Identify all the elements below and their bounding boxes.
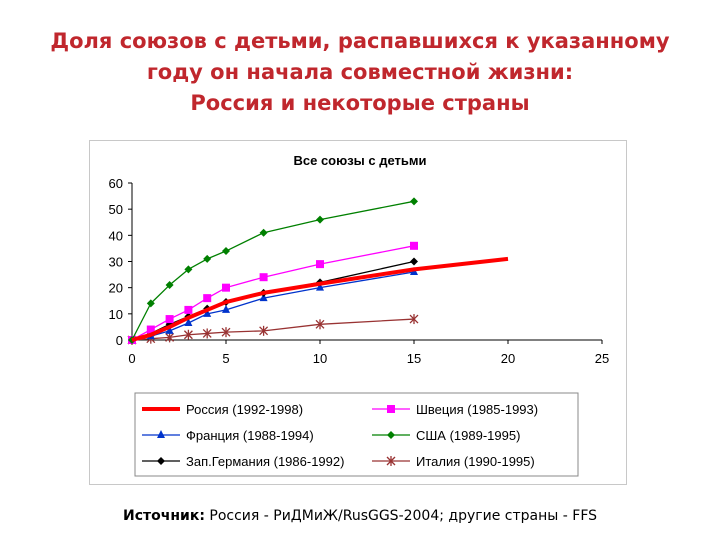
y-tick-label: 40 [109,228,123,243]
y-tick-label: 0 [116,333,123,348]
data-point [387,431,395,439]
x-tick-label: 25 [595,351,609,366]
data-point [259,325,269,336]
slide-title-line-3: Россия и некоторые страны [190,91,530,115]
data-point [146,299,155,308]
legend-label: США (1989-1995) [416,428,520,443]
data-point [222,247,230,256]
legend-item: Швеция (1985-1993) [372,402,538,417]
data-point [259,273,268,282]
slide-title: Доля союзов с детьми, распавшихся к указ… [0,26,720,119]
data-point [387,405,395,413]
legend-label: Франция (1988-1994) [186,428,314,443]
data-point [221,327,231,338]
data-point [316,282,324,291]
y-tick-label: 50 [109,202,123,217]
data-point [157,430,165,438]
y-tick-label: 10 [109,307,123,322]
data-point [203,294,212,303]
series-group [131,256,509,342]
data-point [165,325,174,334]
data-point [203,254,212,263]
data-point [184,305,193,314]
series-line [131,256,509,342]
chart-area: Все союзы с детьми 0 10 20 30 40 50 60 0 5 10 15 20… [89,140,627,485]
data-point [316,215,324,224]
source-note: Источник: Россия - РиДМиЖ/RusGGS-2004; д… [0,508,720,524]
legend-item: Зап.Германия (1986-1992) [142,454,344,469]
x-tick-label: 15 [407,351,421,366]
data-point [165,281,174,290]
data-point [259,293,268,302]
slide-title-line-2: году он начала совместной жизни: [146,60,574,84]
data-point [410,197,418,206]
legend-box [134,392,579,477]
data-point [146,325,155,334]
data-point [259,228,268,237]
data-point [203,308,212,317]
data-point [184,265,193,274]
x-tick-label: 10 [313,351,327,366]
data-point [157,457,165,465]
data-point [165,332,175,343]
data-point [202,328,212,339]
legend-item: Франция (1988-1994) [142,428,314,443]
data-point [409,314,419,325]
data-point [222,283,230,292]
x-tick-label: 0 [128,351,135,366]
data-point [410,241,418,250]
legend-label: Зап.Германия (1986-1992) [186,454,344,469]
data-point [410,257,418,266]
source-text: Россия - РиДМиЖ/RusGGS-2004; другие стра… [204,508,598,524]
series-group [128,197,418,344]
data-point [316,260,324,269]
line-chart: Все союзы с детьми 0 10 20 30 40 50 60 0 5 10 15 20… [109,153,609,477]
chart-title: Все союзы с детьми [293,153,426,168]
data-point [165,315,174,324]
data-point [386,456,396,466]
source-label: Источник: [122,508,205,524]
x-tick-label: 20 [501,351,515,366]
data-point [183,329,193,340]
data-point [315,319,325,330]
data-point [184,317,193,326]
data-point [222,304,230,313]
legend-label: Италия (1990-1995) [416,454,535,469]
legend-item: Италия (1990-1995) [372,454,535,469]
y-tick-label: 60 [109,176,123,191]
legend-item: Россия (1992-1998) [142,402,303,417]
legend-label: Швеция (1985-1993) [416,402,538,417]
x-tick-label: 5 [222,351,229,366]
legend-label: Россия (1992-1998) [186,402,303,417]
legend-item: США (1989-1995) [372,428,520,443]
y-tick-label: 20 [109,281,123,296]
slide-title-line-1: Доля союзов с детьми, распавшихся к указ… [50,29,670,53]
series-group [128,266,418,343]
y-tick-label: 30 [109,255,123,270]
